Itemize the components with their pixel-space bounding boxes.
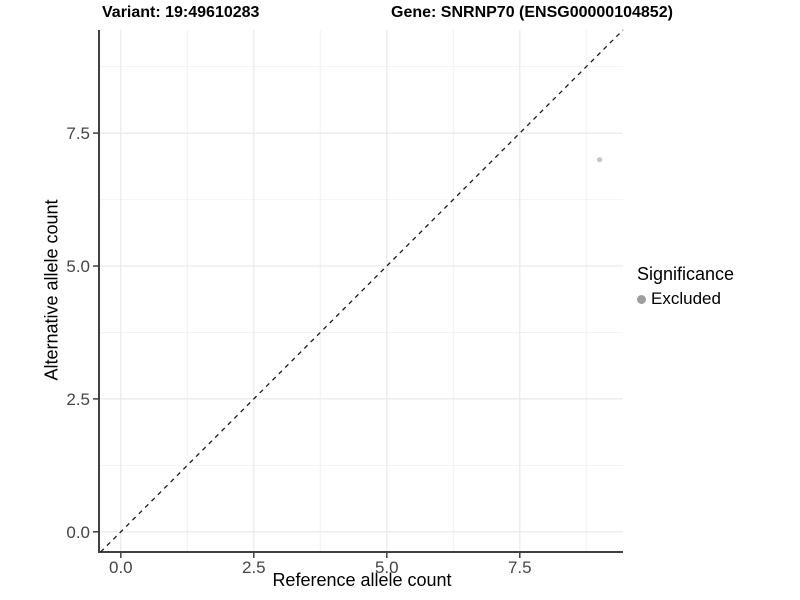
x-tick-label: 2.5	[242, 558, 266, 577]
y-axis-title: Alternative allele count	[41, 199, 62, 381]
x-axis-title: Reference allele count	[272, 570, 452, 590]
legend: Significance Excluded	[637, 264, 734, 309]
variant-title: Variant: 19:49610283	[102, 4, 260, 21]
y-tick-label: 5.0	[66, 257, 90, 276]
y-tick-label: 2.5	[66, 390, 90, 409]
gene-title: Gene: SNRNP70 (ENSG00000104852)	[391, 4, 673, 21]
legend-title: Significance	[637, 264, 735, 284]
x-tick-label: 5.0	[375, 558, 399, 577]
legend-item-excluded: Excluded	[637, 289, 734, 309]
identity-dashed-line	[100, 29, 624, 553]
y-tick-label: 7.5	[66, 124, 90, 143]
y-tick-label: 0.0	[66, 523, 90, 542]
x-tick-label: 7.5	[508, 558, 532, 577]
x-tick-label: 0.0	[109, 558, 133, 577]
legend-item-label: Excluded	[651, 289, 721, 308]
data-point	[596, 157, 603, 163]
legend-key-dot-icon	[637, 294, 646, 304]
